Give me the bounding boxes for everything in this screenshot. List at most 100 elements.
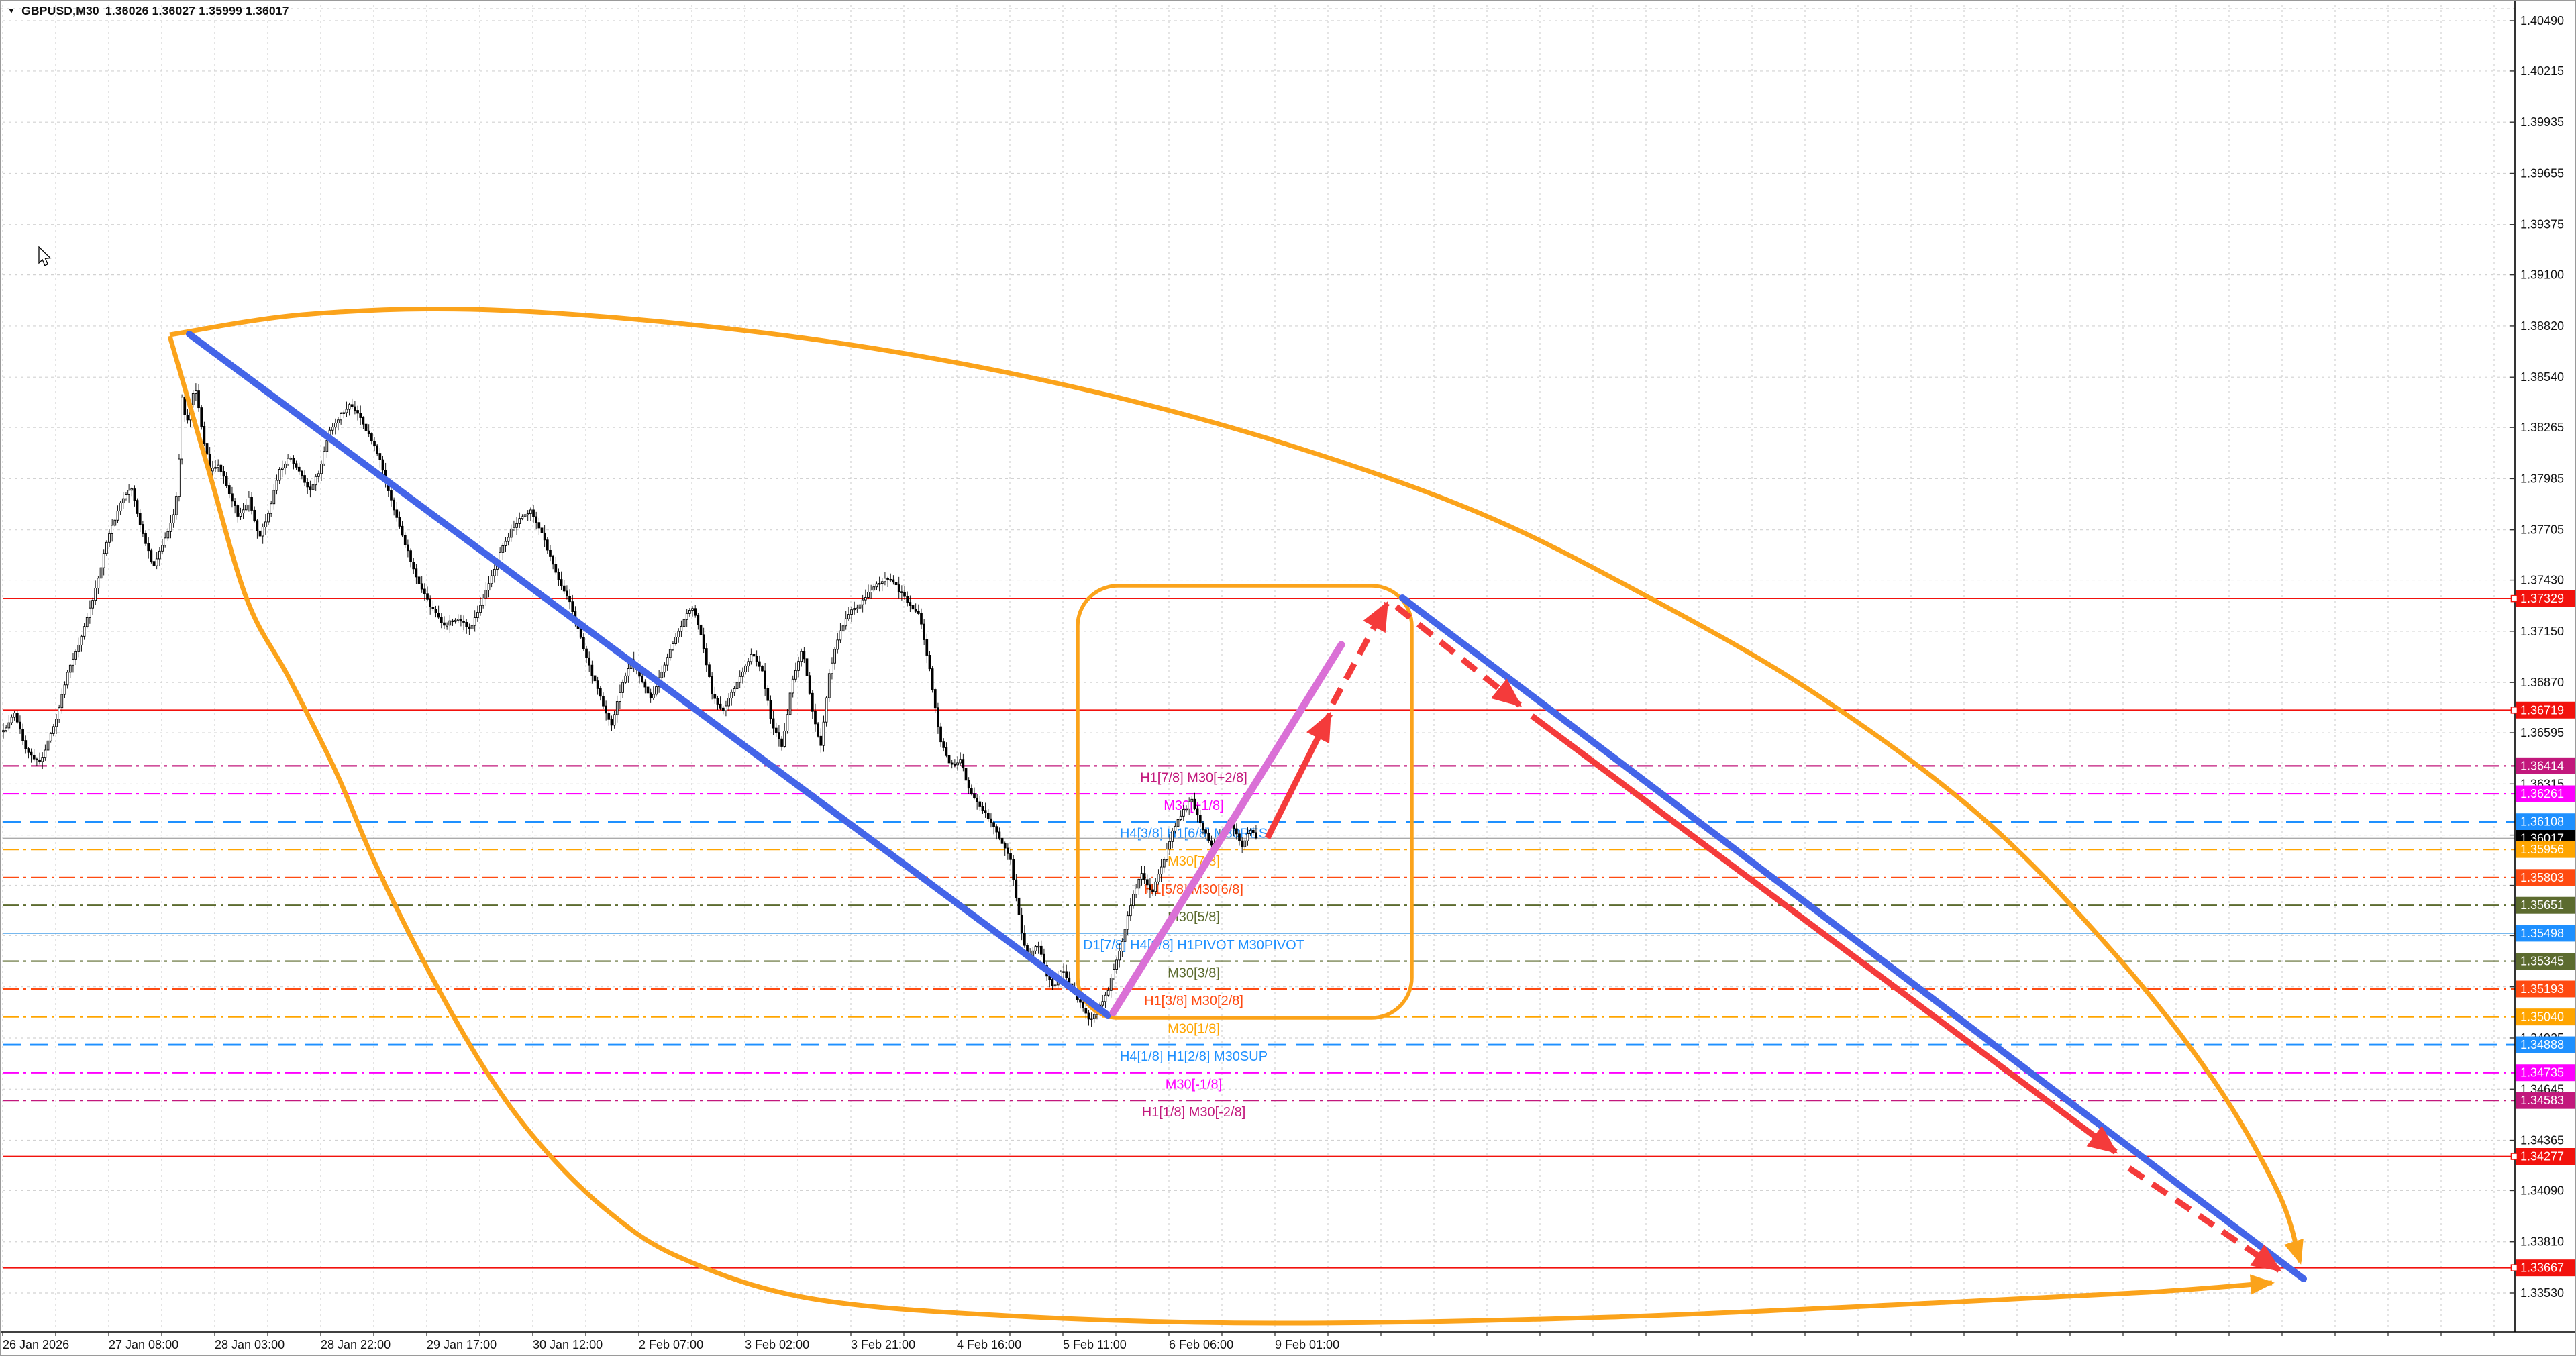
- axis-price-tag-text: 1.34735: [2520, 1066, 2564, 1080]
- axis-price-tag: [2516, 1064, 2575, 1082]
- trendline-down-left[interactable]: [186, 331, 1111, 1019]
- axis-price-tag: [2516, 1259, 2575, 1277]
- time-axis-label: 4 Feb 16:00: [957, 1338, 1021, 1351]
- price-axis[interactable]: 1.40490 1.40215 1.39935 1.39655 1.39375 1.391…: [2510, 1, 2576, 1356]
- time-axis-label: 6 Feb 06:00: [1169, 1338, 1233, 1351]
- price-axis-label: 1.40215: [2520, 64, 2564, 78]
- level-line-1.36414[interactable]: H1[7/8] M30[+2/8]: [3, 765, 2515, 785]
- symbol-quotes: 1.36026 1.36027 1.35999 1.36017: [105, 4, 289, 17]
- axis-price-tag: [2516, 590, 2575, 607]
- red-arrow-up-dashed[interactable]: [1330, 601, 1390, 706]
- time-axis[interactable]: 26 Jan 2026 27 Jan 08:00 28 Jan 03:00 28 Ja…: [1, 1331, 2576, 1351]
- axis-price-tag-text: 1.35345: [2520, 955, 2564, 968]
- time-axis-label: 3 Feb 21:00: [851, 1338, 915, 1351]
- time-axis-label: 28 Jan 03:00: [215, 1338, 285, 1351]
- collapse-triangle-icon[interactable]: ▼: [7, 5, 16, 15]
- price-axis-label: 1.39100: [2520, 268, 2564, 282]
- mouse-cursor-icon: [38, 246, 52, 266]
- time-axis-label: 27 Jan 08:00: [109, 1338, 178, 1351]
- axis-price-tag: [2516, 701, 2575, 719]
- axis-price-tag: [2516, 925, 2575, 942]
- time-axis-label: 28 Jan 22:00: [321, 1338, 391, 1351]
- axis-price-tag: [2516, 1008, 2575, 1026]
- level-label: H1[3/8] M30[2/8]: [1144, 994, 1243, 1008]
- orange-rounded-rectangle[interactable]: [1076, 584, 1414, 1020]
- time-axis-label: 29 Jan 17:00: [427, 1338, 497, 1351]
- axis-price-tag: [2516, 841, 2575, 858]
- level-line-1.34735[interactable]: M30[-1/8]: [3, 1072, 2515, 1092]
- axis-price-tag-text: 1.35040: [2520, 1010, 2564, 1024]
- level-label: H1[1/8] M30[-2/8]: [1142, 1105, 1246, 1120]
- axis-price-tag-text: 1.34888: [2520, 1038, 2564, 1051]
- level-label: D1[7/8] H4[2/8] H1PIVOT M30PIVOT: [1083, 938, 1304, 953]
- price-axis-label: 1.33530: [2520, 1286, 2564, 1300]
- level-square-marker[interactable]: [2510, 1153, 2518, 1160]
- axis-price-tag: [2516, 869, 2575, 886]
- level-line-1.35956[interactable]: M30[7/8]: [3, 849, 2515, 869]
- price-axis-label: 1.37705: [2520, 523, 2564, 537]
- level-label: H4[1/8] H1[2/8] M30SUP: [1120, 1049, 1268, 1064]
- level-line-1.34583[interactable]: H1[1/8] M30[-2/8]: [3, 1100, 2515, 1120]
- axis-price-tag: [2516, 1036, 2575, 1053]
- axis-price-tag: [2516, 785, 2575, 802]
- time-axis-label: 9 Feb 01:00: [1275, 1338, 1339, 1351]
- axis-price-tag-text: 1.34583: [2520, 1094, 2564, 1107]
- price-axis-label: 1.33810: [2520, 1235, 2564, 1249]
- price-axis-label: 1.37430: [2520, 574, 2564, 587]
- axis-price-tag: [2516, 896, 2575, 914]
- level-square-marker[interactable]: [2510, 1264, 2518, 1271]
- red-arrow-down-dashed-2[interactable]: [2127, 1165, 2282, 1273]
- price-axis-label: 1.37150: [2520, 625, 2564, 638]
- price-axis-label: 1.34365: [2520, 1134, 2564, 1147]
- symbol-name: GBPUSD,M30: [21, 4, 99, 17]
- level-line-1.34888[interactable]: H4[1/8] H1[2/8] M30SUP: [3, 1043, 2515, 1064]
- price-axis-label: 1.38540: [2520, 370, 2564, 384]
- axis-price-tag: [2516, 813, 2575, 831]
- time-axis-label: 30 Jan 12:00: [533, 1338, 603, 1351]
- price-axis-label: 1.40490: [2520, 14, 2564, 28]
- level-square-marker[interactable]: [2510, 706, 2518, 714]
- level-label: H1[7/8] M30[+2/8]: [1140, 770, 1247, 785]
- pink-impulse-line[interactable]: [1109, 641, 1345, 1016]
- level-line-1.35193[interactable]: H1[3/8] M30[2/8]: [3, 988, 2515, 1008]
- level-line-1.35651[interactable]: M30[5/8]: [3, 904, 2515, 925]
- drawing-objects[interactable]: [167, 306, 2307, 1326]
- level-line-1.35803[interactable]: H1[5/8] M30[6/8]: [3, 876, 2515, 897]
- axis-price-tag-text: 1.35651: [2520, 898, 2564, 912]
- axis-price-tag: [2516, 757, 2575, 774]
- level-line-1.35498[interactable]: D1[7/8] H4[2/8] H1PIVOT M30PIVOT: [3, 932, 2515, 953]
- price-axis-label: 1.39375: [2520, 218, 2564, 231]
- level-label: H4[3/8] H1[6/8] M30RES: [1120, 827, 1268, 841]
- level-line-1.35040[interactable]: M30[1/8]: [3, 1016, 2515, 1037]
- symbol-title: ▼ GBPUSD,M30 1.36026 1.36027 1.35999 1.3…: [7, 4, 289, 18]
- time-axis-label: 5 Feb 11:00: [1063, 1338, 1127, 1351]
- pivot-level-lines[interactable]: H1[7/8] M30[+2/8] M30[+1/8] H4[3/8] H1[6/8…: [3, 598, 2515, 1269]
- axis-price-tag: [2516, 953, 2575, 970]
- trendline-down-right[interactable]: [1399, 594, 2307, 1282]
- level-line-1.36261[interactable]: M30[+1/8]: [3, 792, 2515, 813]
- grid: [1, 5, 2515, 1332]
- time-axis-label: 26 Jan 2026: [3, 1338, 69, 1351]
- level-label: M30[3/8]: [1168, 966, 1220, 981]
- price-axis-label: 1.39935: [2520, 115, 2564, 129]
- level-square-marker[interactable]: [2510, 594, 2518, 603]
- orange-curve-arrow-bottom[interactable]: [167, 335, 2275, 1326]
- axis-price-tag-text: 1.35956: [2520, 843, 2564, 856]
- axis-price-tag-text: 1.36108: [2520, 815, 2564, 829]
- axis-price-tag-text: 1.33667: [2520, 1261, 2564, 1275]
- axis-price-tag-text: 1.34277: [2520, 1150, 2564, 1163]
- orange-curve-arrow-top[interactable]: [169, 306, 2304, 1265]
- axis-price-tag: [2516, 1148, 2575, 1165]
- axis-price-tag-text: 1.36414: [2520, 759, 2564, 772]
- level-label: M30[1/8]: [1168, 1022, 1220, 1037]
- time-axis-label: 2 Feb 07:00: [639, 1338, 703, 1351]
- axis-price-tag-text: 1.35193: [2520, 982, 2564, 996]
- red-line-down-solid[interactable]: [1530, 713, 2118, 1155]
- red-arrow-up-solid[interactable]: [1264, 711, 1333, 840]
- axis-price-tag: [2516, 1092, 2575, 1109]
- level-line-1.35345[interactable]: M30[3/8]: [3, 960, 2515, 981]
- price-axis-label: 1.36870: [2520, 676, 2564, 689]
- red-arrow-down-dashed-1[interactable]: [1394, 604, 1523, 708]
